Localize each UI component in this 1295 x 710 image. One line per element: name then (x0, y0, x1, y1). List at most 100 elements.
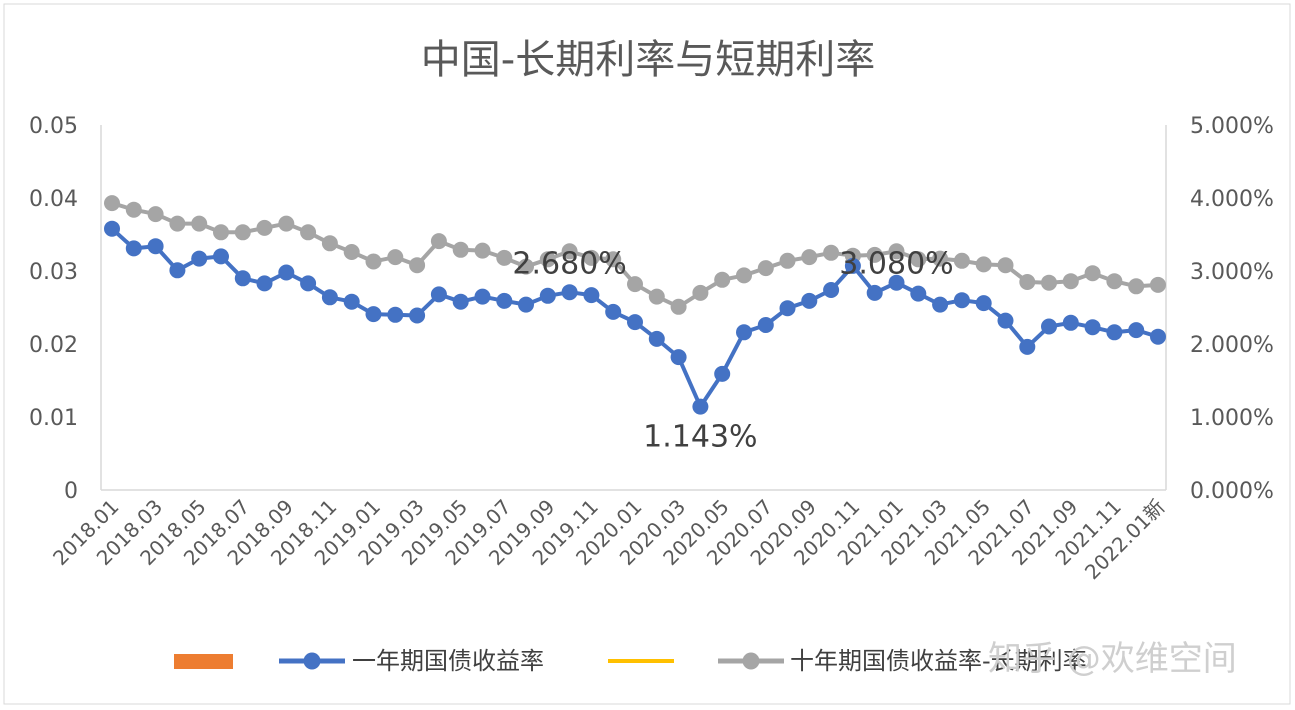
data-point (1084, 265, 1101, 282)
data-point (932, 250, 949, 267)
data-point (256, 275, 273, 292)
data-point (539, 287, 556, 304)
data-point (910, 251, 927, 268)
data-point (932, 296, 949, 313)
data-point (736, 324, 752, 341)
data-point (648, 330, 665, 347)
chart-title: 中国-长期利率与短期利率 (421, 37, 875, 83)
data-point (300, 275, 317, 292)
data-point (670, 298, 687, 315)
data-point (1150, 328, 1166, 345)
data-point (365, 306, 382, 323)
data-point (409, 257, 426, 274)
data-point (518, 258, 534, 275)
data-point (1062, 314, 1079, 331)
data-point (474, 242, 491, 259)
data-label: 3.080% (839, 246, 953, 281)
left-tick-label: 0.05 (29, 114, 78, 139)
legend-marker-gray (742, 652, 760, 670)
right-tick-label: 3.000% (1190, 260, 1274, 285)
data-label: 2.680% (512, 246, 626, 281)
data-point (910, 285, 927, 302)
data-point (104, 220, 120, 237)
data-point (321, 289, 338, 306)
right-tick-label: 0.000% (1190, 479, 1274, 504)
data-point (801, 249, 818, 266)
series-one-year (104, 220, 1166, 415)
data-point (844, 257, 861, 274)
data-point (430, 286, 447, 303)
data-point (692, 284, 709, 301)
watermark: 知乎 @欢维空间 (988, 639, 1237, 679)
data-point (997, 257, 1014, 274)
left-axis-ticks: 0 0.01 0.02 0.03 0.04 0.05 (29, 114, 78, 504)
data-point (213, 224, 229, 241)
data-point (169, 262, 186, 279)
data-point (714, 271, 731, 288)
data-point (365, 253, 382, 270)
data-point (430, 233, 447, 250)
series-ten-year (104, 195, 1166, 315)
data-point (997, 312, 1014, 329)
right-axis-ticks: 0.000% 1.000% 2.000% 3.000% 4.000% 5.000% (1190, 114, 1274, 504)
data-point (300, 224, 317, 241)
legend-label-one-year: 一年期国债收益率 (352, 647, 544, 675)
data-point (191, 215, 208, 232)
data-point (888, 243, 905, 260)
data-point (975, 256, 992, 273)
data-point (953, 292, 970, 309)
data-point (452, 293, 469, 310)
left-tick-label: 0.03 (29, 260, 78, 285)
data-point (714, 365, 731, 382)
data-point (757, 317, 774, 333)
right-tick-label: 4.000% (1190, 187, 1274, 212)
data-point (1019, 338, 1036, 355)
data-point (496, 292, 513, 309)
data-point (757, 260, 774, 277)
data-point (605, 251, 622, 268)
data-point (627, 314, 643, 331)
data-point (1106, 324, 1123, 341)
data-point (823, 282, 840, 298)
left-tick-label: 0.02 (29, 333, 78, 358)
data-point (1084, 319, 1101, 336)
data-point (605, 303, 622, 320)
data-point (452, 241, 469, 258)
data-point (1062, 273, 1079, 290)
left-tick-label: 0.04 (29, 187, 78, 212)
data-point (234, 270, 251, 287)
data-point (866, 284, 883, 301)
data-point (583, 287, 600, 304)
right-tick-label: 5.000% (1190, 114, 1274, 139)
data-point (409, 307, 426, 324)
data-point (147, 238, 164, 255)
data-point (518, 296, 534, 313)
data-point (823, 244, 840, 261)
data-point (125, 201, 142, 218)
data-point (1106, 273, 1123, 290)
data-point (387, 249, 404, 266)
data-point (692, 398, 709, 415)
data-point (648, 288, 665, 305)
data-point (1019, 274, 1036, 290)
data-point (256, 219, 273, 236)
data-point (627, 276, 643, 293)
data-point (1041, 274, 1057, 291)
data-point (343, 244, 360, 260)
data-label: 1.143% (643, 420, 757, 455)
data-point (234, 224, 251, 241)
data-point (1128, 322, 1145, 339)
legend: 一年期国债收益率 十年期国债收益率-长期利率 (174, 647, 1087, 675)
data-point (474, 288, 491, 305)
data-point (125, 240, 142, 257)
legend-marker-blue (303, 652, 321, 670)
chart-frame (3, 3, 1291, 705)
data-point (583, 249, 600, 266)
data-point (1150, 276, 1166, 293)
data-point (321, 235, 338, 252)
data-point (1041, 318, 1057, 335)
data-point (343, 293, 360, 310)
data-point (736, 267, 752, 284)
data-point (191, 250, 208, 267)
